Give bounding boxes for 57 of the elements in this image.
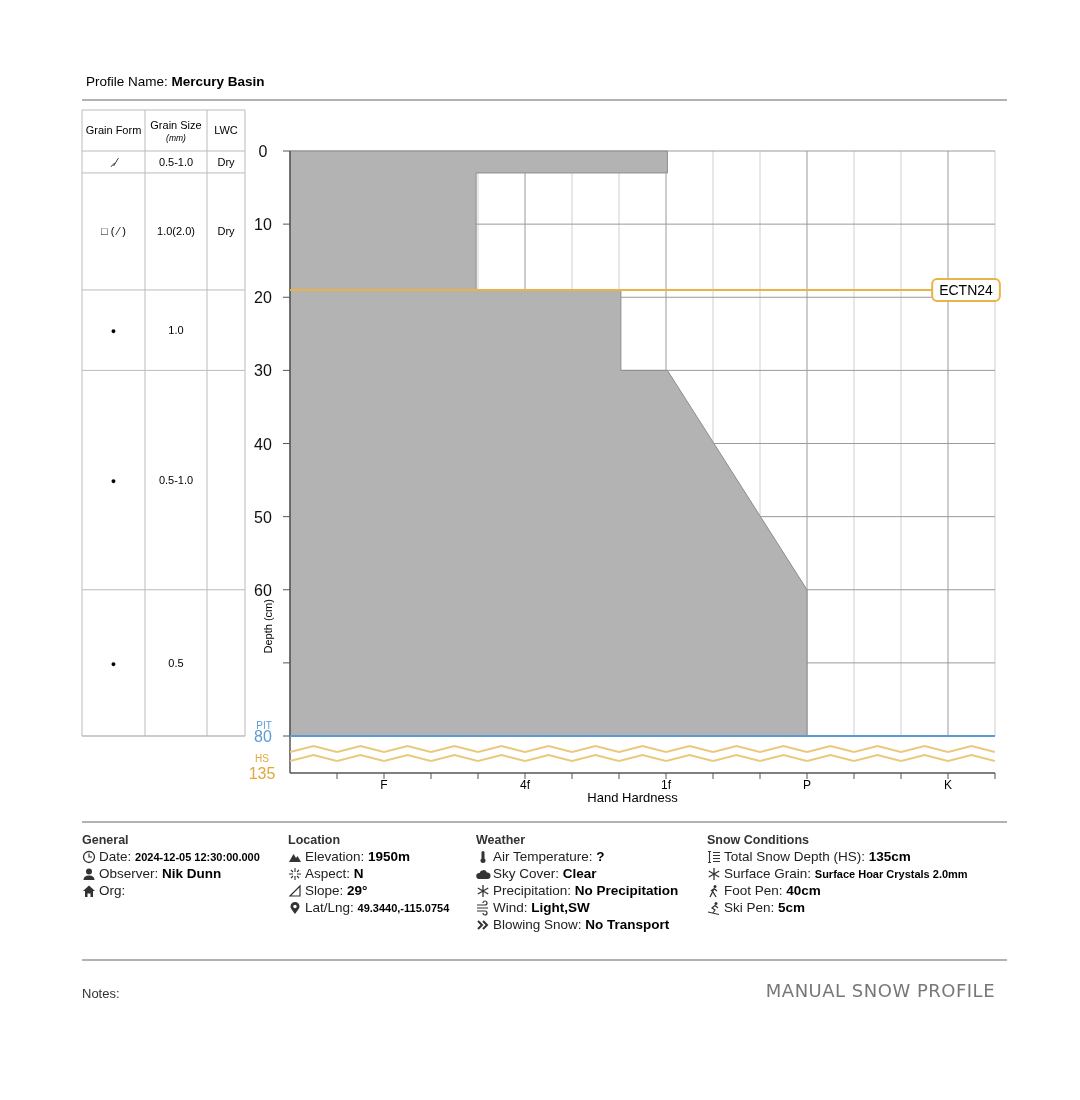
text: 0.5 xyxy=(168,656,184,669)
text: Precipitation: No Precipitation xyxy=(493,883,679,898)
text: F xyxy=(380,778,388,792)
text: Lat/Lng: 49.3440,-115.0754 xyxy=(305,900,450,915)
text: 0.5-1.0 xyxy=(158,155,194,168)
text: 4f xyxy=(519,778,531,792)
ref-line-label: PIT xyxy=(256,720,272,731)
text: 1.0(2.0) xyxy=(157,225,195,238)
text: 135 xyxy=(248,765,276,782)
text: K xyxy=(943,778,953,792)
text: Total Snow Depth (HS): 135cm xyxy=(724,849,911,864)
category-label: Grain Form xyxy=(85,124,142,136)
y-tick-label: 20 xyxy=(254,289,272,307)
x-axis-title: Hand Hardness xyxy=(587,790,679,805)
y-tick-label: 0 xyxy=(258,143,268,160)
text: Surface Grain: Surface Hoar Crystals 2.0mm xyxy=(724,866,968,881)
text: HS xyxy=(255,753,270,764)
text: Blowing Snow: No Transport xyxy=(493,917,670,932)
text: MANUAL SNOW PROFILE xyxy=(765,980,995,1001)
text: 1f xyxy=(660,778,672,792)
text: Foot Pen: 40cm xyxy=(724,883,821,898)
category-label: LWC xyxy=(214,124,238,136)
text: Elevation: 1950m xyxy=(305,849,411,864)
y-tick-label: 40 xyxy=(254,435,272,453)
y-tick-label: 60 xyxy=(254,581,272,599)
category-label: Grain Size (mm) xyxy=(150,119,202,143)
text: □ ( ⁄ ) xyxy=(101,225,126,238)
text: 0.5-1.0 xyxy=(158,474,194,487)
category-label: General xyxy=(82,833,129,847)
text: ⸝⁄ xyxy=(109,155,118,168)
text: Notes: xyxy=(82,986,120,1001)
text: ● xyxy=(110,658,117,669)
text: Profile Name: Mercury Basin xyxy=(86,74,265,89)
text: Org: xyxy=(99,883,126,898)
text: Air Temperature: ? xyxy=(493,849,605,864)
text: Date: 2024-12-05 12:30:00.000 xyxy=(99,849,260,864)
category-label: Location xyxy=(288,833,341,847)
y-tick-label: 10 xyxy=(254,216,272,234)
y-axis-title: Depth (cm) xyxy=(262,599,274,654)
text: Aspect: N xyxy=(305,866,364,881)
y-tick-label: 50 xyxy=(254,508,272,526)
category-label: Weather xyxy=(476,833,526,847)
text: ● xyxy=(110,476,117,487)
ref-line-label: ECTN24 xyxy=(939,281,994,298)
text: Ski Pen: 5cm xyxy=(724,900,806,915)
text: Wind: Light,SW xyxy=(493,900,590,915)
text: P xyxy=(802,778,812,792)
text: Slope: 29° xyxy=(305,883,368,898)
text: Observer: Nik Dunn xyxy=(99,866,222,881)
text: ● xyxy=(110,326,117,337)
text: Dry xyxy=(217,225,235,238)
category-label: Snow Conditions xyxy=(707,833,810,847)
text: 1.0 xyxy=(168,324,184,337)
y-tick-label: 30 xyxy=(254,362,272,380)
text: Dry xyxy=(217,155,235,168)
y-tick-label: 80 xyxy=(254,728,272,745)
text: Sky Cover: Clear xyxy=(493,866,597,881)
